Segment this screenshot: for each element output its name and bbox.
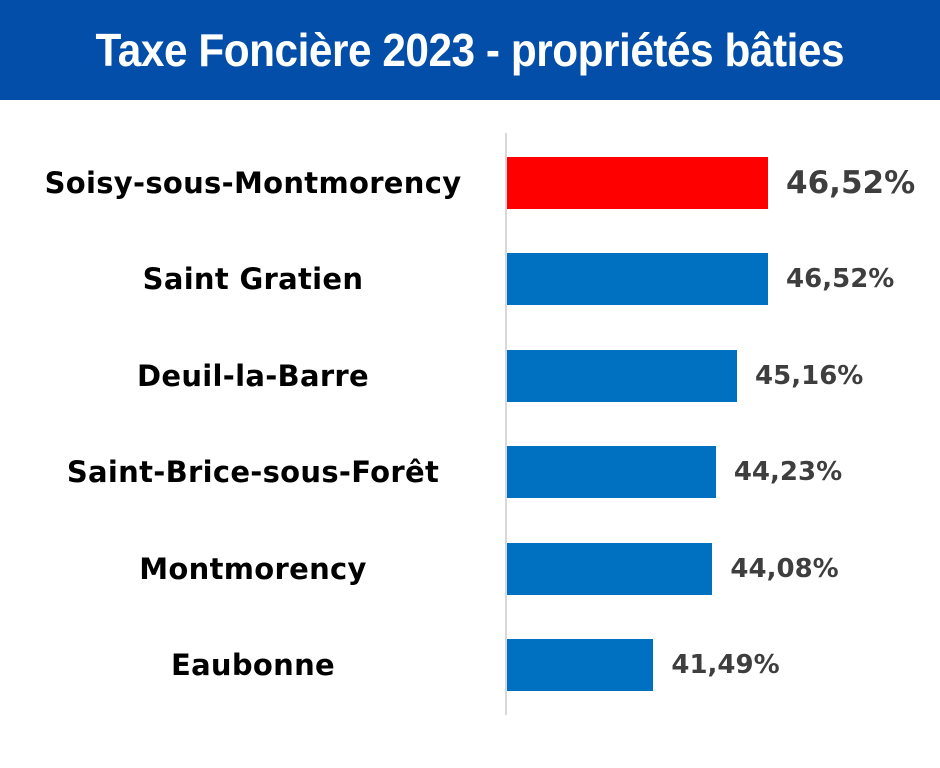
category-label: Saint Gratien bbox=[142, 262, 364, 296]
value-label: 44,23% bbox=[733, 457, 843, 487]
bar-row: Montmorency 44,08% bbox=[0, 543, 940, 595]
bar-row: Eaubonne 41,49% bbox=[0, 639, 940, 691]
bar bbox=[507, 543, 713, 595]
bar bbox=[507, 639, 654, 691]
bar-row: Saint-Brice-sous-Forêt 44,23% bbox=[0, 446, 940, 498]
bar-row: Deuil-la-Barre 45,16% bbox=[0, 350, 940, 402]
value-label: 44,08% bbox=[730, 554, 839, 584]
value-label: 41,49% bbox=[671, 650, 780, 680]
bar bbox=[507, 157, 769, 209]
value-label: 46,52% bbox=[786, 165, 916, 201]
bar-row: Saint Gratien 46,52% bbox=[0, 253, 940, 305]
value-label: 45,16% bbox=[755, 361, 864, 391]
value-label: 46,52% bbox=[786, 264, 895, 294]
category-label: Deuil-la-Barre bbox=[137, 359, 369, 393]
category-label: Saint-Brice-sous-Forêt bbox=[66, 455, 440, 489]
y-axis-line bbox=[505, 133, 507, 715]
bar bbox=[507, 350, 738, 402]
chart-title: Taxe Foncière 2023 - propriétés bâties bbox=[95, 24, 845, 76]
bar bbox=[507, 253, 769, 305]
title-banner: Taxe Foncière 2023 - propriétés bâties bbox=[0, 0, 940, 100]
category-label: Eaubonne bbox=[170, 648, 336, 682]
bar bbox=[507, 446, 716, 498]
category-label: Soisy-sous-Montmorency bbox=[44, 166, 462, 200]
bar-row: Soisy-sous-Montmorency 46,52% bbox=[0, 157, 940, 209]
category-label: Montmorency bbox=[139, 552, 367, 586]
